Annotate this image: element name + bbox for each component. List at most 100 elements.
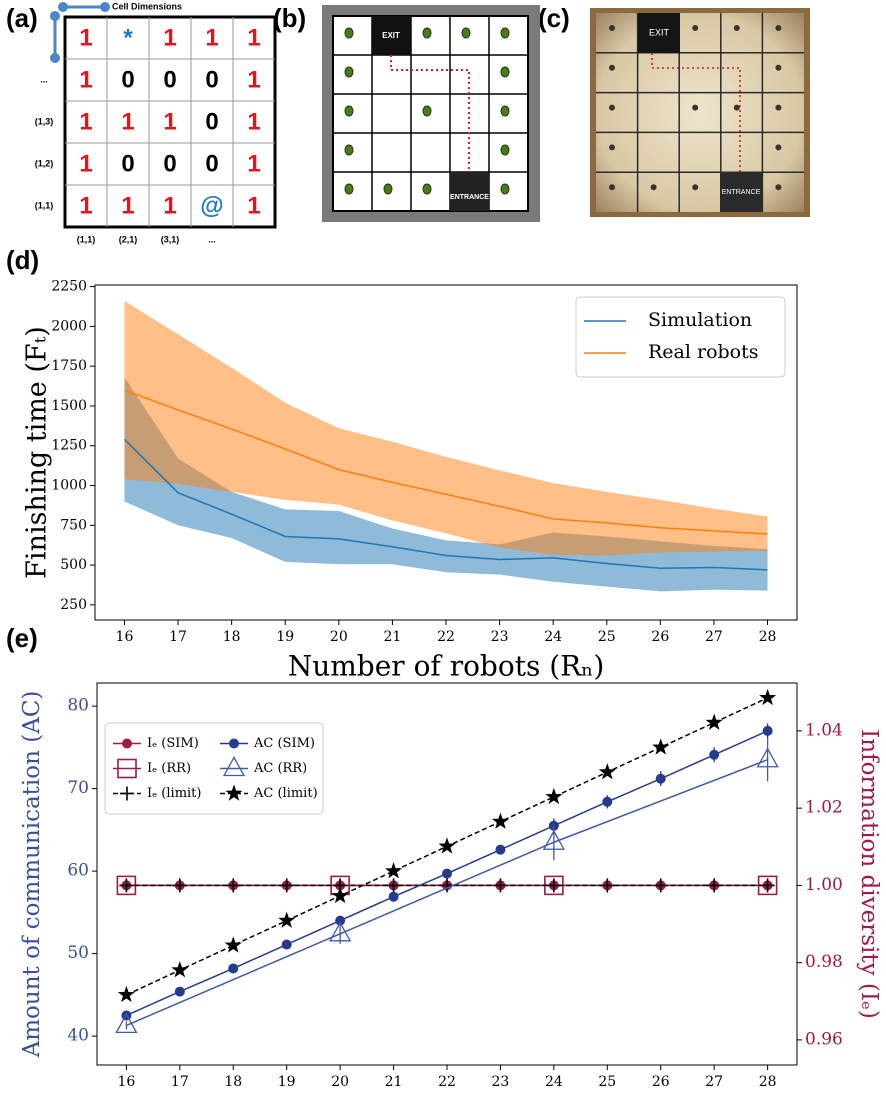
x-tick-label: 24 [545,1074,563,1090]
y-tick-label: 70 [67,778,89,798]
exit-label: EXIT [649,27,670,37]
x-tick-label: 22 [438,1074,456,1090]
robot [775,184,782,191]
panel-label: (d) [6,245,39,275]
confidence-band [124,300,768,556]
cell-value: 1 [79,108,92,135]
marker [760,878,775,893]
marker [602,796,613,807]
panel-label: (c) [538,3,570,33]
robot [733,104,740,111]
cell-value: 1 [247,192,260,219]
cell-value: 0 [205,66,218,93]
y-tick-label: 2000 [51,318,87,334]
y-axis-label: Amount of communication (AC) [19,691,45,1059]
marker [117,985,135,1003]
x-tick-label: 26 [652,1074,670,1090]
series-line [124,389,768,535]
cell-value: 1 [79,150,92,177]
x-tick-label: 20 [331,1074,349,1090]
panel-label: (e) [6,623,38,653]
x-tick-label: 20 [330,629,348,645]
robot [650,184,657,191]
row-label: (1,1) [35,200,54,210]
marker [386,878,401,893]
marker [600,878,615,893]
cell-value: 1 [163,192,176,219]
y-axis-label: Finishing time (Fₜ) [22,326,53,579]
robot [500,27,510,39]
entrance-label: ENTRANCE [722,189,761,196]
x-tick-label: 28 [759,629,777,645]
robot [422,105,432,117]
y2-axis-label: Information diversity (Iₑ) [856,729,882,1019]
marker [385,862,403,879]
robot [775,25,782,31]
x-tick-label: 17 [171,1074,189,1090]
x-tick-label: 25 [598,1074,616,1090]
marker [329,921,352,942]
marker [281,939,292,950]
legend-marker [117,758,137,779]
marker [652,738,670,755]
robot [344,183,354,195]
column-label: ... [208,234,216,244]
column-label: (3,1) [161,234,180,244]
y2-tick-label: 0.96 [805,1029,843,1049]
robot [500,66,510,78]
series-line [123,438,768,571]
cell-value: 0 [205,150,218,177]
marker [331,886,349,904]
y2-tick-label: 1.00 [805,875,843,895]
entrance-box [450,172,489,211]
marker [495,844,506,855]
cell-value: * [123,24,133,51]
legend-marker [229,738,239,749]
legend-label: Simulation [648,309,752,331]
y-tick-label: 750 [60,517,87,533]
x-tick-label: 18 [224,1074,242,1090]
y2-tick-label: 1.04 [805,720,843,740]
x-tick-label: 22 [437,629,455,645]
x-tick-label: 23 [491,629,509,645]
cell-value: 0 [205,108,218,135]
cell-value: 0 [121,150,134,177]
cell-value: 1 [79,192,92,219]
marker [756,747,779,768]
marker [438,837,456,854]
robot [609,184,615,191]
entrance-label: ENTRANCE [450,194,489,201]
cell-value: 0 [163,150,176,177]
robot [383,183,393,195]
x-axis-label: Number of robots (Rₙ) [288,650,605,683]
cell-value: 1 [121,192,134,219]
cell-value: 1 [247,108,260,135]
marker [278,911,296,928]
robot [692,104,699,111]
cell-value: @ [200,192,223,219]
x-tick-label: 19 [276,629,294,645]
robot [344,105,354,117]
robot [692,25,699,31]
marker [224,936,242,953]
row-label: (1,2) [35,158,54,168]
series-line [126,759,768,1027]
cell-value: 1 [163,24,176,51]
x-tick-label: 21 [383,629,401,645]
cell-value: 1 [247,150,260,177]
grid-border [63,15,277,229]
row-label: ... [40,74,48,84]
marker [442,868,452,879]
y-tick-label: 1500 [51,398,87,414]
y-tick-label: 50 [67,943,89,963]
y-tick-label: 60 [67,861,89,881]
marker [655,773,666,784]
marker [707,878,722,893]
cell-value: 1 [163,108,176,135]
y-tick-label: 250 [60,597,87,613]
marker [119,878,134,893]
row-label: (1,3) [35,116,54,126]
marker [762,725,773,736]
robot [422,27,432,39]
